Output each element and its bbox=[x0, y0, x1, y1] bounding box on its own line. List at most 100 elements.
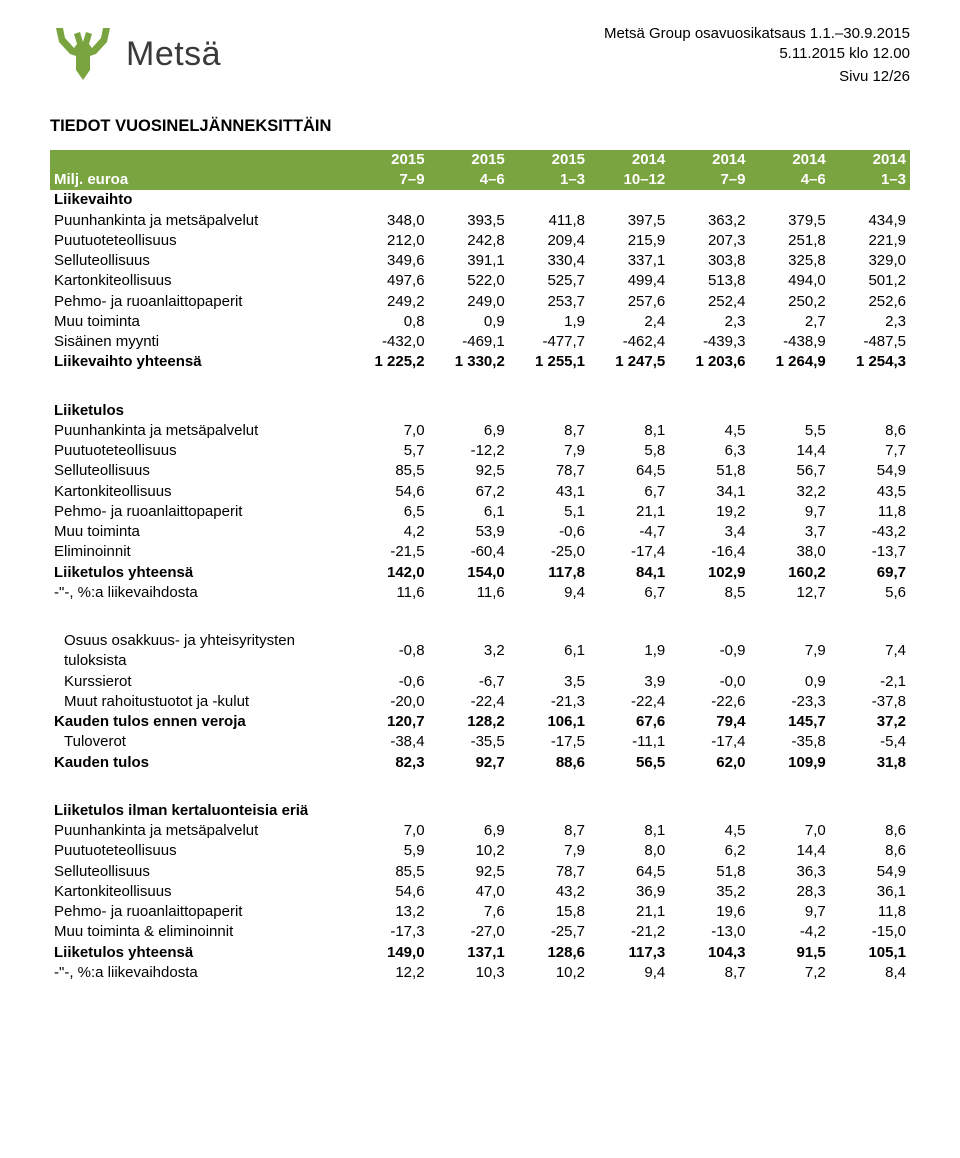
cell-value: 145,7 bbox=[749, 712, 829, 732]
cell-value: 513,8 bbox=[669, 271, 749, 291]
row-label: Muu toiminta bbox=[50, 522, 348, 542]
cell-value: 8,7 bbox=[509, 421, 589, 441]
cell-value: -439,3 bbox=[669, 332, 749, 352]
cell-value: 149,0 bbox=[348, 943, 428, 963]
cell-value: 3,2 bbox=[429, 631, 509, 672]
cell-value: -15,0 bbox=[830, 922, 910, 942]
meta-page: Sivu 12/26 bbox=[604, 67, 910, 87]
cell-value: 7,4 bbox=[830, 631, 910, 672]
table-row: Selluteollisuus85,592,578,764,551,856,75… bbox=[50, 461, 910, 481]
cell-value: 1,9 bbox=[589, 631, 669, 672]
row-label: Pehmo- ja ruoanlaittopaperit bbox=[50, 292, 348, 312]
t2-body: Puunhankinta ja metsäpalvelut7,06,98,78,… bbox=[50, 421, 910, 563]
table-row: Sisäinen myynti-432,0-469,1-477,7-462,4-… bbox=[50, 332, 910, 352]
row-label: Osuus osakkuus- ja yhteisyritysten tulok… bbox=[50, 631, 348, 672]
cell-value: 19,2 bbox=[669, 502, 749, 522]
cell-value: 2,4 bbox=[589, 312, 669, 332]
table-row: Kartonkiteollisuus497,6522,0525,7499,451… bbox=[50, 271, 910, 291]
row-label: Tuloverot bbox=[50, 732, 348, 752]
cell-value: 9,4 bbox=[589, 963, 669, 983]
cell-value: 250,2 bbox=[749, 292, 829, 312]
cell-value: -4,7 bbox=[589, 522, 669, 542]
cell-value: 2,7 bbox=[749, 312, 829, 332]
table-row: Pehmo- ja ruoanlaittopaperit13,27,615,82… bbox=[50, 902, 910, 922]
cell-value: 104,3 bbox=[669, 943, 749, 963]
row-label: Liikevaihto yhteensä bbox=[50, 352, 348, 372]
cell-value: 325,8 bbox=[749, 251, 829, 271]
cell-value: 330,4 bbox=[509, 251, 589, 271]
t4-body: Puunhankinta ja metsäpalvelut7,06,98,78,… bbox=[50, 821, 910, 943]
cell-value: -38,4 bbox=[348, 732, 428, 752]
cell-value: 6,1 bbox=[509, 631, 589, 672]
cell-value: 109,9 bbox=[749, 753, 829, 773]
cell-value: -37,8 bbox=[830, 692, 910, 712]
cell-value: 36,1 bbox=[830, 882, 910, 902]
table-header-years: 2015201520152014201420142014 bbox=[50, 150, 910, 170]
cell-value: 11,6 bbox=[429, 583, 509, 603]
cell-value: 5,5 bbox=[749, 421, 829, 441]
row-label: Puutuoteteollisuus bbox=[50, 231, 348, 251]
t2-total-1: Liiketulos yhteensä142,0154,0117,884,110… bbox=[50, 563, 910, 583]
col-header: 1–3 bbox=[830, 170, 910, 190]
cell-value: 82,3 bbox=[348, 753, 428, 773]
meta-title: Metsä Group osavuosikatsaus 1.1.–30.9.20… bbox=[604, 24, 910, 44]
cell-value: 12,2 bbox=[348, 963, 428, 983]
table-row: Puutuoteteollisuus5,7-12,27,95,86,314,47… bbox=[50, 441, 910, 461]
cell-value: -432,0 bbox=[348, 332, 428, 352]
page: Metsä Metsä Group osavuosikatsaus 1.1.–3… bbox=[0, 0, 960, 1023]
row-label: -"-, %:a liikevaihdosta bbox=[50, 583, 348, 603]
cell-value: 10,3 bbox=[429, 963, 509, 983]
cell-value: -35,5 bbox=[429, 732, 509, 752]
cell-value: 348,0 bbox=[348, 211, 428, 231]
t3-body: Osuus osakkuus- ja yhteisyritysten tulok… bbox=[50, 631, 910, 712]
cell-value: 5,8 bbox=[589, 441, 669, 461]
col-header: 2015 bbox=[509, 150, 589, 170]
col-header: 1–3 bbox=[509, 170, 589, 190]
cell-value: 11,6 bbox=[348, 583, 428, 603]
cell-value: 9,7 bbox=[749, 902, 829, 922]
cell-value: 85,5 bbox=[348, 862, 428, 882]
cell-value: -477,7 bbox=[509, 332, 589, 352]
logo-block: Metsä bbox=[50, 24, 221, 84]
row-label: Eliminoinnit bbox=[50, 542, 348, 562]
cell-value: 221,9 bbox=[830, 231, 910, 251]
cell-value: 67,6 bbox=[589, 712, 669, 732]
meta-datetime: 5.11.2015 klo 12.00 bbox=[604, 44, 910, 64]
cell-value: -0,9 bbox=[669, 631, 749, 672]
cell-value: 88,6 bbox=[509, 753, 589, 773]
t3-bold2: Kauden tulos82,392,788,656,562,0109,931,… bbox=[50, 753, 910, 773]
cell-value: 252,4 bbox=[669, 292, 749, 312]
table-row: Muu toiminta4,253,9-0,6-4,73,43,7-43,2 bbox=[50, 522, 910, 542]
cell-value: 34,1 bbox=[669, 482, 749, 502]
cell-value: -0,0 bbox=[669, 672, 749, 692]
col-header: 2014 bbox=[589, 150, 669, 170]
cell-value: 78,7 bbox=[509, 461, 589, 481]
cell-value: -21,3 bbox=[509, 692, 589, 712]
cell-value: 36,9 bbox=[589, 882, 669, 902]
cell-value: 8,0 bbox=[589, 841, 669, 861]
cell-value: 43,5 bbox=[830, 482, 910, 502]
cell-value: 215,9 bbox=[589, 231, 669, 251]
row-label: Selluteollisuus bbox=[50, 862, 348, 882]
cell-value: 349,6 bbox=[348, 251, 428, 271]
cell-value: 35,2 bbox=[669, 882, 749, 902]
cell-value: 85,5 bbox=[348, 461, 428, 481]
cell-value: 10,2 bbox=[509, 963, 589, 983]
col-header: 4–6 bbox=[749, 170, 829, 190]
table-row: Osuus osakkuus- ja yhteisyritysten tulok… bbox=[50, 631, 910, 672]
cell-value: -17,4 bbox=[669, 732, 749, 752]
cell-value: 1 225,2 bbox=[348, 352, 428, 372]
table-liiketulos: Liiketulos Puunhankinta ja metsäpalvelut… bbox=[50, 401, 910, 604]
cell-value: 14,4 bbox=[749, 841, 829, 861]
cell-value: 13,2 bbox=[348, 902, 428, 922]
cell-value: 212,0 bbox=[348, 231, 428, 251]
col-header: Milj. euroa bbox=[50, 170, 348, 190]
cell-value: 7,0 bbox=[749, 821, 829, 841]
cell-value: 7,0 bbox=[348, 821, 428, 841]
cell-value: 6,3 bbox=[669, 441, 749, 461]
table-row: Kurssierot-0,6-6,73,53,9-0,00,9-2,1 bbox=[50, 672, 910, 692]
cell-value: 5,6 bbox=[830, 583, 910, 603]
cell-value: 7,9 bbox=[749, 631, 829, 672]
cell-value: -25,0 bbox=[509, 542, 589, 562]
cell-value: 11,8 bbox=[830, 502, 910, 522]
